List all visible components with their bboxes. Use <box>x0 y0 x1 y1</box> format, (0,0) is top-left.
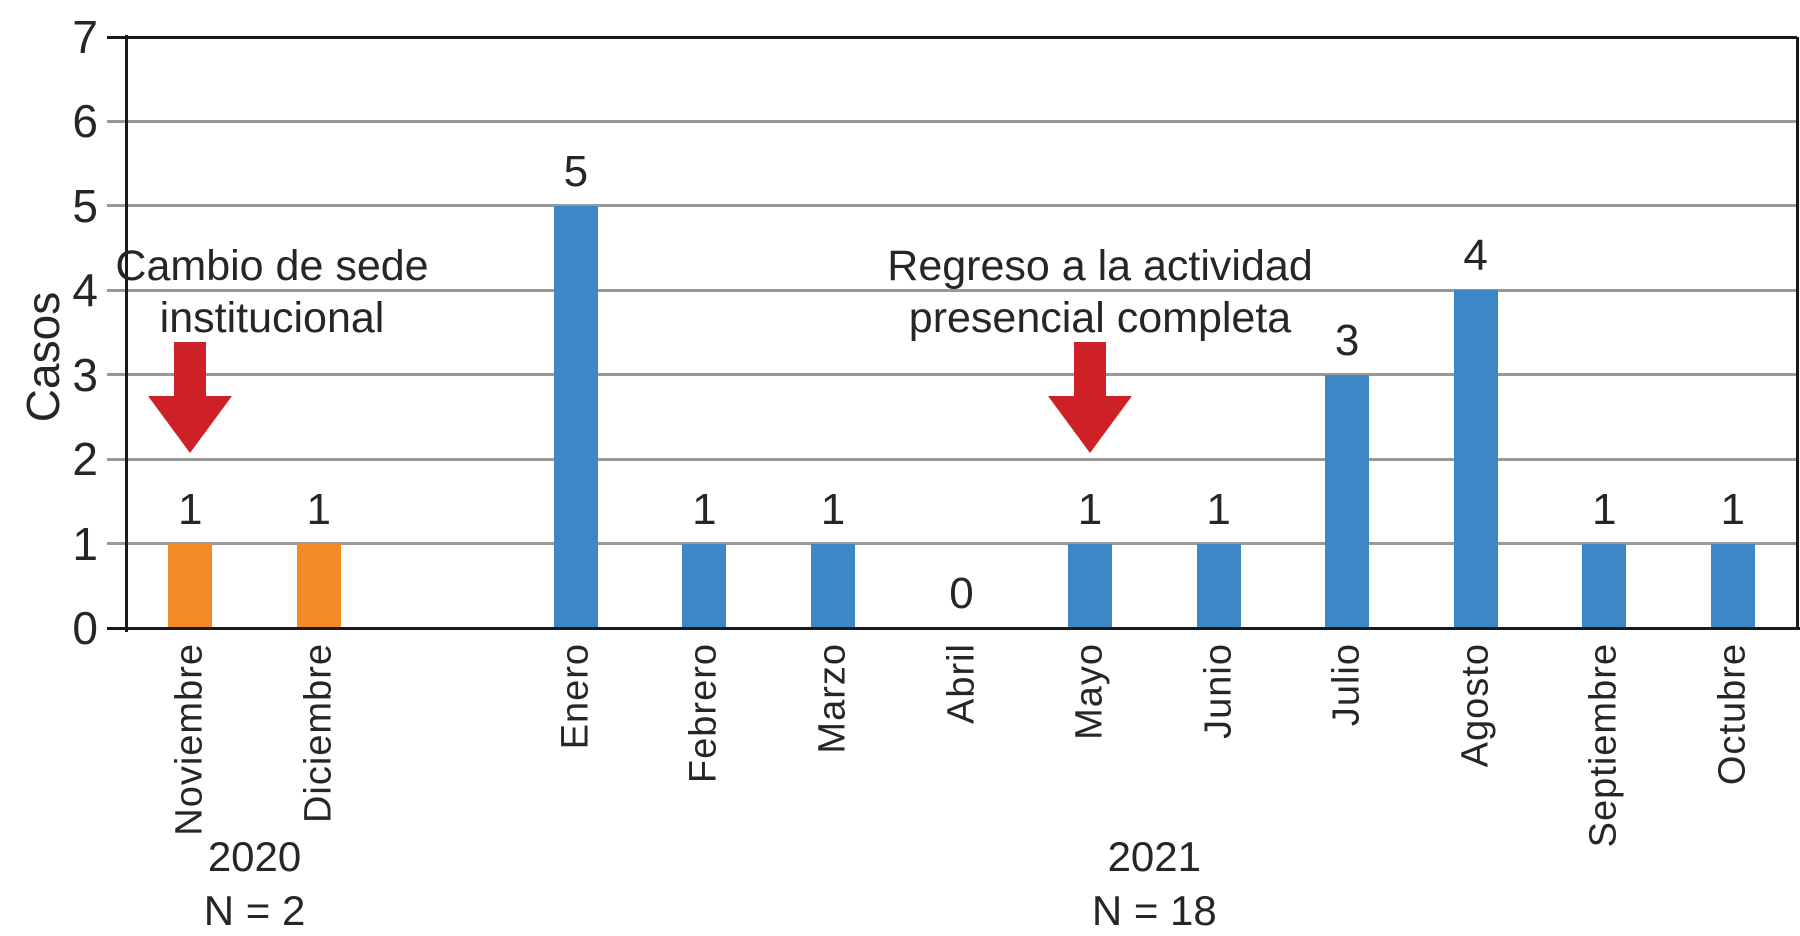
y-tick-label-4: 4 <box>72 264 98 317</box>
month-label-septiembre: Septiembre <box>1583 643 1626 852</box>
year-group-2021: 2021 N = 18 <box>1092 830 1217 936</box>
plot-border-right <box>1795 37 1799 628</box>
month-label-marzo: Marzo <box>811 643 854 759</box>
month-label-text: Noviembre <box>168 643 211 836</box>
month-label-text: Octubre <box>1711 643 1754 786</box>
y-axis-line <box>124 35 128 632</box>
month-label-noviembre: Noviembre <box>169 643 212 841</box>
bar-marzo <box>810 543 855 627</box>
month-label-text: Marzo <box>811 643 854 754</box>
gridline-y3 <box>107 373 1797 377</box>
month-label-diciembre: Diciembre <box>297 643 340 828</box>
annotation-2-text: Regreso a la actividad presencial complet… <box>887 240 1312 344</box>
bar-value-label-enero: 5 <box>563 146 589 196</box>
bar-noviembre <box>168 543 213 627</box>
month-label-text: Diciembre <box>297 643 340 824</box>
bar-value-label-mayo: 1 <box>1077 484 1103 534</box>
gridline-y2 <box>107 457 1797 461</box>
bar-value-label-noviembre: 1 <box>178 484 203 534</box>
y-tick-label-6: 6 <box>72 95 98 148</box>
month-label-text: Mayo <box>1068 643 1111 740</box>
month-label-text: Agosto <box>1454 643 1497 768</box>
red-down-arrow-icon <box>148 342 233 453</box>
annotation-line2: presencial completa <box>908 294 1292 342</box>
month-label-text: Abril <box>940 643 982 725</box>
bar-value-label-marzo: 1 <box>820 484 846 534</box>
y-tick-label-7: 7 <box>72 11 98 63</box>
year-label: 2021 <box>1107 833 1202 880</box>
bar-value-label-julio: 3 <box>1334 315 1360 365</box>
bar-octubre <box>1710 543 1755 627</box>
month-label-text: Febrero <box>682 643 725 784</box>
month-label-agosto: Agosto <box>1454 643 1497 772</box>
month-label-febrero: Febrero <box>683 643 726 788</box>
y-tick-label-0: 0 <box>72 602 98 654</box>
month-label-julio: Julio <box>1326 643 1369 731</box>
year-label: 2020 <box>207 833 302 880</box>
gridline-y1 <box>107 542 1797 546</box>
bar-febrero <box>682 543 727 627</box>
plot-border-top <box>107 35 1797 39</box>
month-label-octubre: Octubre <box>1711 643 1754 790</box>
gridline-y5 <box>107 204 1797 208</box>
bar-value-label-septiembre: 1 <box>1591 484 1617 534</box>
month-label-text: Julio <box>1325 643 1368 727</box>
bar-agosto <box>1453 290 1498 627</box>
bar-diciembre <box>296 543 341 627</box>
bar-septiembre <box>1582 543 1627 627</box>
bar-julio <box>1325 374 1370 627</box>
bar-junio <box>1196 543 1241 627</box>
month-label-text: Junio <box>1197 643 1240 739</box>
month-label-text: Enero <box>554 643 597 750</box>
year-group-2020: 2020 N = 2 <box>204 830 306 936</box>
x-axis-line <box>107 626 1800 630</box>
bar-mayo <box>1068 543 1113 627</box>
red-down-arrow-icon <box>1048 342 1133 453</box>
gridline-y6 <box>107 119 1797 123</box>
gridline-y4 <box>107 288 1797 292</box>
annotation-line1: Cambio de sede <box>115 242 429 290</box>
month-label-mayo: Mayo <box>1069 643 1112 745</box>
bar-enero <box>553 205 598 627</box>
bar-value-label-junio: 1 <box>1206 484 1231 534</box>
y-tick-label-3: 3 <box>72 348 98 401</box>
month-label-enero: Enero <box>554 643 597 754</box>
n-count-label: N = 2 <box>203 887 306 934</box>
n-count-label: N = 18 <box>1091 887 1217 934</box>
month-label-text: Septiembre <box>1582 643 1625 848</box>
annotation-1-text: Cambio de sede institucional <box>115 240 428 344</box>
bar-value-label-octubre: 1 <box>1720 484 1745 534</box>
annotation-line1: Regreso a la actividad <box>887 242 1313 290</box>
annotation-line2: institucional <box>159 294 385 342</box>
bar-value-label-agosto: 4 <box>1463 231 1488 281</box>
month-label-abril: Abril <box>940 643 983 729</box>
y-tick-label-1: 1 <box>72 517 98 570</box>
y-tick-label-2: 2 <box>72 433 98 486</box>
y-tick-label-5: 5 <box>72 179 98 232</box>
bar-value-label-febrero: 1 <box>692 484 717 534</box>
bar-value-label-diciembre: 1 <box>306 484 332 534</box>
month-label-junio: Junio <box>1197 643 1240 744</box>
bar-value-label-abril: 0 <box>949 569 974 618</box>
